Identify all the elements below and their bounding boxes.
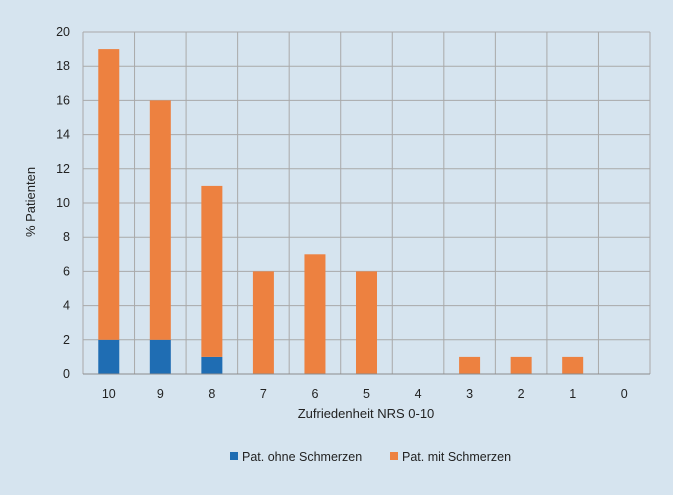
y-tick-label: 0 [63, 367, 70, 381]
bar-ohne-schmerzen [98, 339, 120, 374]
y-tick-label: 18 [56, 59, 70, 73]
x-tick-label: 5 [363, 387, 370, 401]
bars [98, 49, 584, 374]
y-tick-label: 2 [63, 333, 70, 347]
x-tick-label: 7 [260, 387, 267, 401]
bar-mit-schmerzen [510, 356, 532, 374]
y-tick-label: 8 [63, 230, 70, 244]
x-tick-label: 10 [102, 387, 116, 401]
bar-mit-schmerzen [149, 100, 171, 340]
x-tick-label: 9 [157, 387, 164, 401]
x-axis-label: Zufriedenheit NRS 0-10 [298, 406, 435, 421]
gridlines [82, 31, 651, 374]
y-tick-label: 16 [56, 93, 70, 107]
x-tick-label: 4 [415, 387, 422, 401]
bar-mit-schmerzen [459, 356, 481, 374]
bar-ohne-schmerzen [201, 356, 223, 374]
legend-label-mit-schmerzen: Pat. mit Schmerzen [402, 450, 511, 464]
legend-swatch-ohne-schmerzen [230, 452, 238, 460]
x-tick-label: 8 [208, 387, 215, 401]
bar-mit-schmerzen [98, 49, 120, 340]
x-tick-label: 1 [569, 387, 576, 401]
legend-swatch-mit-schmerzen [390, 452, 398, 460]
x-tick-label: 3 [466, 387, 473, 401]
bar-mit-schmerzen [356, 271, 377, 374]
legend: Pat. ohne Schmerzen Pat. mit Schmerzen [230, 450, 511, 464]
y-tick-label: 6 [63, 264, 70, 278]
bar-mit-schmerzen [562, 356, 584, 374]
bar-ohne-schmerzen [149, 339, 171, 374]
legend-label-ohne-schmerzen: Pat. ohne Schmerzen [242, 450, 362, 464]
x-tick-label: 6 [311, 387, 318, 401]
y-tick-label: 4 [63, 299, 70, 313]
x-tick-label: 0 [621, 387, 628, 401]
y-tick-label: 14 [56, 128, 70, 142]
x-tick-label: 2 [518, 387, 525, 401]
y-tick-label: 10 [56, 196, 70, 210]
bar-mit-schmerzen [304, 254, 326, 374]
y-axis-label: % Patienten [23, 167, 38, 237]
y-tick-label: 20 [56, 25, 70, 39]
y-tick-label: 12 [56, 162, 70, 176]
bar-mit-schmerzen [201, 185, 223, 357]
bar-mit-schmerzen [252, 271, 274, 374]
